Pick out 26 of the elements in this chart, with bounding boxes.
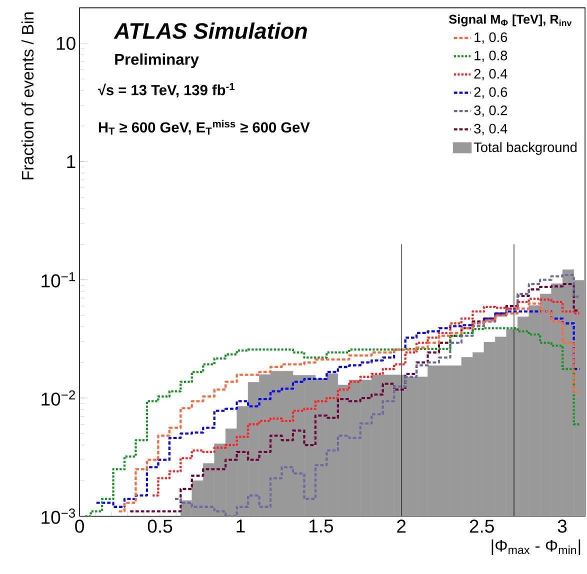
x-tick-label: 1 [236,520,245,532]
x-axis-title: |Φ$_{max}$ - Φ$_{min}$| [492,540,580,556]
y-tick-label: 10$^{−2}$ [42,390,75,406]
legend-label: 2, 0.6 [474,87,508,99]
annotation: Preliminary [115,53,199,68]
legend-label: 2, 0.4 [474,69,508,80]
annotation: √s = 13 TeV, 139 fb$^{-1}$ [98,83,235,98]
legend-title: Signal M$_{Φ}$ [TeV], R$_{inv}$ [449,14,572,26]
x-tick-label: 3 [558,520,567,533]
legend-label: Total background [474,142,577,155]
legend-label: 3, 0.4 [474,124,508,136]
x-tick-label: 0 [75,520,84,533]
annotation: H$_{T}$ ≥ 600 GeV, E$_{T}$$^{miss}$ ≥ 600 GeV [98,120,310,135]
legend-label: 1, 0.6 [474,32,508,44]
y-tick-label: 10$^{−1}$ [42,272,76,288]
legend-label: 1, 0.8 [474,50,508,62]
y-tick-label: 1 [67,155,76,168]
annotation: ATLAS Simulation [114,22,307,39]
x-tick-label: 0.5 [148,520,172,533]
y-tick-label: 10$^{−3}$ [42,508,76,524]
x-tick-label: 2 [397,520,406,533]
x-tick-label: 1.5 [309,520,333,533]
y-axis-title: Fraction of events / Bin [21,12,34,180]
y-tick-label: 10 [56,36,76,50]
legend-label: 3, 0.2 [474,106,508,117]
x-tick-label: 2.5 [470,520,494,533]
